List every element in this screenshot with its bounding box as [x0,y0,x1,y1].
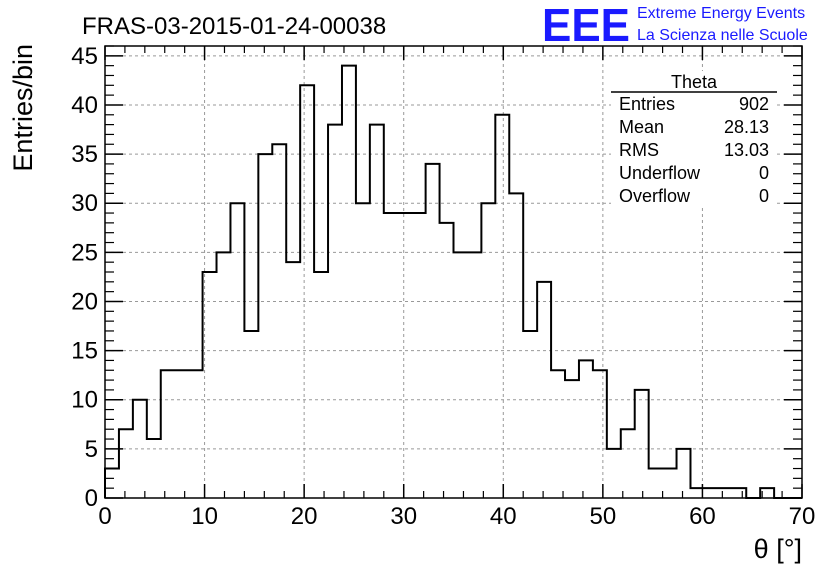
plot-frame [104,45,803,499]
y-tick-label: 45 [71,43,98,70]
stats-label: Mean [619,117,664,137]
stats-title: Theta [671,72,718,92]
y-tick-label: 25 [71,239,98,266]
x-tick-label: 10 [191,503,218,530]
x-tick-label: 30 [390,503,417,530]
x-tick-label: 60 [689,503,716,530]
axis-ticks [104,45,803,499]
y-tick-label: 30 [71,190,98,217]
stats-label: RMS [619,140,659,160]
x-tick-label: 70 [789,503,816,530]
stats-value: 0 [759,186,769,206]
histogram-line [104,64,802,499]
x-tick-label: 20 [291,503,318,530]
logo-line1: Extreme Energy Events [637,5,805,22]
stats-value: 28.13 [724,117,769,137]
y-tick-label: 0 [85,485,98,512]
eee-logo: EEE Extreme Energy Events La Scienza nel… [542,0,808,51]
y-tick-label: 5 [85,436,98,463]
chart-title: FRAS-03-2015-01-24-00038 [82,13,386,40]
y-tick-labels: 0 5 10 15 20 25 30 35 40 45 [71,43,98,512]
logo-mark: EEE [542,0,630,51]
logo-line2: La Scienza nelle Scuole [637,27,808,44]
stats-box: Theta Entries 902 Mean 28.13 RMS 13.03 Underfl… [611,71,777,207]
x-tick-label: 40 [490,503,517,530]
x-tick-labels: 0 10 20 30 40 50 60 70 [98,503,815,530]
stats-label: Overflow [619,186,691,206]
stats-label: Entries [619,94,675,114]
stats-value: 13.03 [724,140,769,160]
y-tick-label: 40 [71,92,98,119]
x-tick-label: 0 [98,503,111,530]
x-tick-label: 50 [590,503,617,530]
y-tick-label: 20 [71,288,98,315]
stats-label: Underflow [619,163,701,183]
y-tick-label: 15 [71,338,98,365]
stats-box-bg [611,71,777,207]
y-tick-label: 35 [71,141,98,168]
y-axis-label: Entries/bin [8,44,38,172]
y-tick-label: 10 [71,387,98,414]
stats-value: 0 [759,163,769,183]
x-axis-label: θ [°] [754,534,802,564]
stats-value: 902 [739,94,769,114]
